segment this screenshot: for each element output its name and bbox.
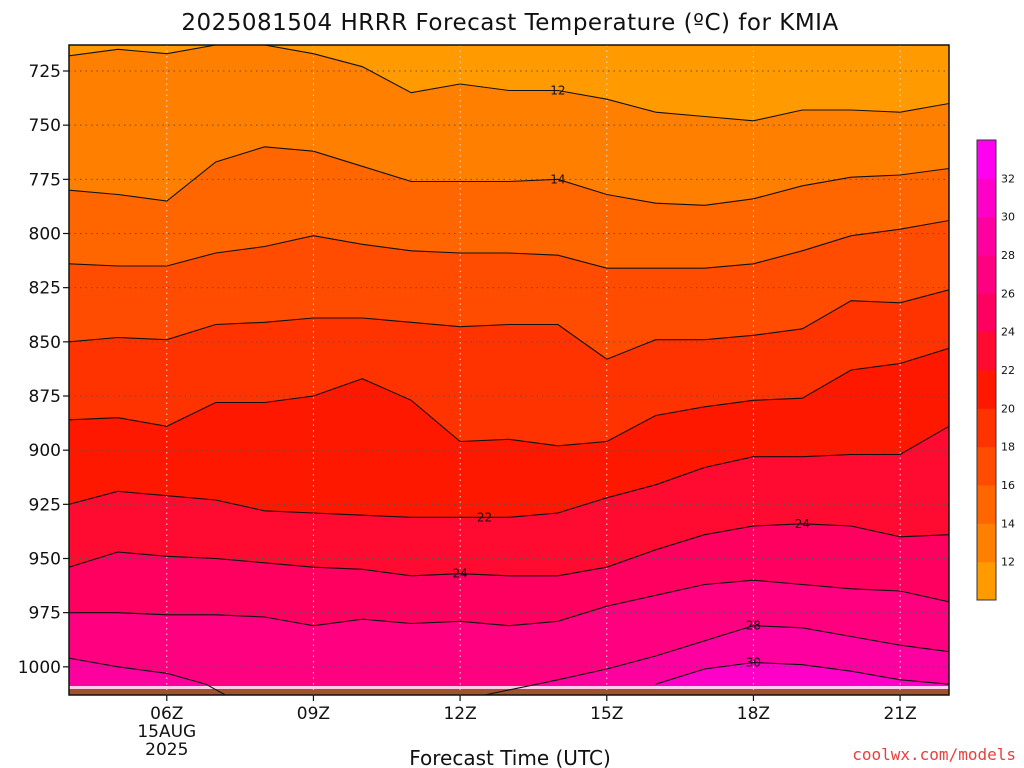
colorbar-tick-label: 22 (1001, 364, 1015, 377)
y-tick-label: 950 (29, 550, 61, 570)
contour-label-30: 30 (746, 656, 761, 670)
colorbar-tick-label: 32 (1001, 172, 1015, 185)
contour-14 (69, 146, 949, 206)
colorbar-tick-label: 16 (1001, 479, 1015, 492)
y-tick-label: 850 (29, 333, 61, 353)
y-tick-label: 825 (29, 279, 61, 299)
contour-label-24: 24 (452, 567, 467, 581)
colorbar-tick-label: 24 (1001, 326, 1015, 339)
ground-surface (69, 686, 949, 695)
y-tick-label: 975 (29, 604, 61, 624)
contour-22 (69, 425, 949, 518)
contour-label-12: 12 (550, 84, 565, 98)
colorbar-tick-label: 26 (1001, 287, 1015, 300)
colorbar-swatch (977, 561, 996, 601)
contour-label-28: 28 (746, 619, 761, 633)
contour-16 (69, 219, 949, 269)
contour-30 (655, 661, 949, 685)
colorbar-swatch (977, 140, 996, 179)
colorbar-swatch (977, 446, 996, 486)
colorbar-swatch (977, 255, 996, 294)
contour-12 (69, 45, 949, 122)
y-tick-label: 925 (29, 495, 61, 515)
contour-24 (69, 523, 949, 577)
x-tick-sublabel: 15AUG (137, 722, 196, 742)
colorbar-swatch (977, 331, 996, 371)
x-tick-label: 15Z (590, 704, 623, 724)
contour-28 (69, 625, 949, 695)
y-tick-label: 750 (29, 116, 61, 136)
colorbar-swatch (977, 178, 996, 218)
colorbar: 12 14 16 18 20 22 24 26 28 30 32 (976, 139, 1015, 601)
contour-18 (69, 289, 949, 360)
y-tick-label: 900 (29, 441, 61, 461)
contour-26 (69, 579, 949, 627)
colorbar-tick-label: 30 (1001, 211, 1015, 224)
colorbar-swatch (977, 485, 996, 524)
y-tick-label: 725 (29, 62, 61, 82)
colorbar-tick-label: 18 (1001, 441, 1015, 454)
colorbar-frame (976, 139, 997, 601)
y-tick-label: 775 (29, 170, 61, 190)
x-tick-label: 12Z (443, 704, 476, 724)
contour-lines: 12 14 22 24 24 28 30 (69, 45, 949, 695)
colorbar-tick-label: 20 (1001, 402, 1015, 415)
y-axis-ticks: 725 750 775 800 825 850 875 900 925 950 975 1000 (18, 62, 69, 678)
x-tick-label: 09Z (297, 704, 330, 724)
ground-edge (69, 686, 949, 689)
grid-lines (69, 45, 949, 695)
colorbar-swatch (977, 408, 996, 448)
ground-strip (69, 689, 949, 695)
x-tick-label: 21Z (883, 704, 916, 724)
temperature-fill-bands (69, 45, 949, 695)
colorbar-swatch (977, 523, 996, 563)
plot-frame (68, 44, 950, 696)
contour-20 (69, 347, 949, 447)
colorbar-tick-label: 12 (1001, 556, 1015, 569)
contour-label-14: 14 (550, 172, 565, 186)
credit-text: coolwx.com/models (852, 745, 1016, 764)
chart-title: 2025081504 HRRR Forecast Temperature (ºC… (181, 10, 838, 36)
colorbar-tick-label: 14 (1001, 517, 1015, 530)
contour-label-22: 22 (477, 510, 492, 524)
x-tick-sublabel: 2025 (145, 740, 188, 760)
colorbar-tick-label: 28 (1001, 249, 1015, 262)
y-tick-label: 875 (29, 387, 61, 407)
x-axis-label: Forecast Time (UTC) (409, 746, 611, 768)
contour-label-24: 24 (795, 517, 810, 531)
colorbar-swatch (977, 216, 996, 256)
colorbar-swatch (977, 293, 996, 333)
x-tick-label: 06Z (150, 704, 183, 724)
colorbar-swatch (977, 370, 996, 409)
y-tick-label: 1000 (18, 658, 61, 678)
y-tick-label: 800 (29, 225, 61, 245)
x-tick-label: 18Z (737, 704, 770, 724)
